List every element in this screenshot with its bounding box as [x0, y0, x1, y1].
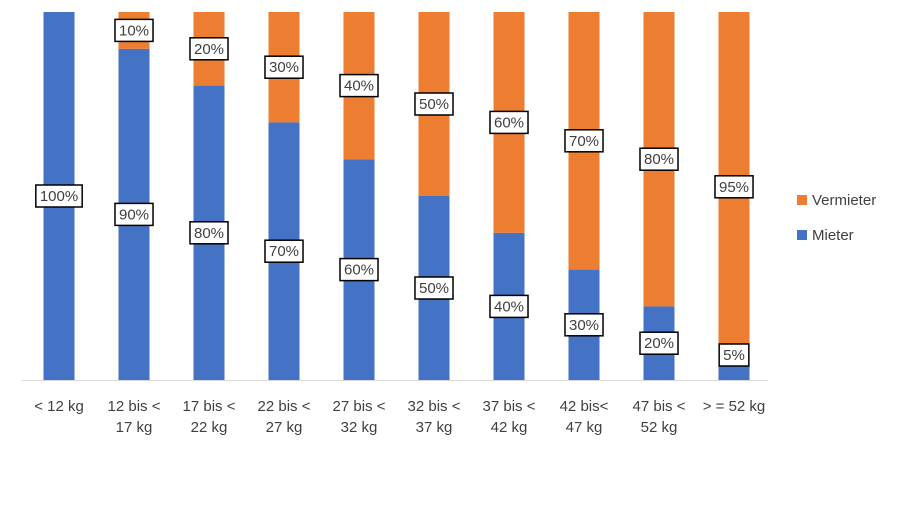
data-label: 90% — [119, 206, 149, 223]
x-tick-label: 32 bis < 37 kg — [407, 398, 461, 436]
x-tick-label: 17 bis < 22 kg — [182, 398, 236, 436]
x-tick-label: 37 bis < 42 kg — [482, 398, 536, 436]
data-label: 10% — [119, 22, 149, 39]
data-label: 60% — [494, 114, 524, 131]
data-label: 70% — [269, 243, 299, 260]
x-tick-label: 12 bis < 17 kg — [107, 398, 161, 436]
legend-swatch — [797, 230, 807, 240]
x-tick-label: 47 bis < 52 kg — [632, 398, 686, 436]
data-label-box — [114, 202, 154, 227]
x-tick-label: 27 bis < 32 kg — [332, 398, 386, 436]
data-label-box — [489, 294, 529, 319]
data-label: 80% — [644, 151, 674, 168]
x-tick-label: < 12 kg — [34, 398, 84, 415]
data-label-box — [718, 343, 750, 367]
data-label: 60% — [344, 262, 374, 279]
data-label-box — [264, 239, 304, 263]
data-label: 30% — [269, 59, 299, 76]
data-label-box — [489, 110, 529, 135]
data-label: 50% — [419, 280, 449, 297]
x-tick-label: 42 bis< 47 kg — [559, 398, 609, 436]
data-label: 30% — [569, 317, 599, 334]
data-label: 50% — [419, 96, 449, 113]
data-label: 100% — [40, 188, 78, 205]
data-label-box — [639, 147, 679, 171]
legend-swatch — [797, 195, 807, 205]
data-label-box — [114, 18, 154, 43]
legend-label: Vermieter — [812, 192, 876, 209]
data-label-box — [264, 55, 304, 79]
data-label: 20% — [194, 41, 224, 58]
data-label-box — [339, 257, 379, 282]
data-label: 40% — [494, 298, 524, 315]
data-label-box — [189, 221, 229, 245]
data-label-box — [564, 313, 604, 337]
data-label-box — [414, 92, 454, 116]
data-label: 40% — [344, 78, 374, 95]
data-label: 70% — [569, 133, 599, 150]
data-label-box — [339, 73, 379, 98]
data-label-box — [414, 276, 454, 300]
data-label: 5% — [723, 347, 745, 364]
data-label: 95% — [719, 179, 749, 196]
data-label-box — [639, 331, 679, 355]
data-label-box — [564, 129, 604, 153]
x-tick-label: > = 52 kg — [702, 398, 766, 415]
legend-label: Mieter — [812, 227, 854, 244]
data-label-box — [189, 37, 229, 61]
x-tick-label: 22 bis < 27 kg — [257, 398, 311, 436]
data-label-box — [35, 184, 83, 208]
data-label: 20% — [644, 335, 674, 352]
data-label: 80% — [194, 225, 224, 242]
data-label-box — [714, 175, 754, 199]
